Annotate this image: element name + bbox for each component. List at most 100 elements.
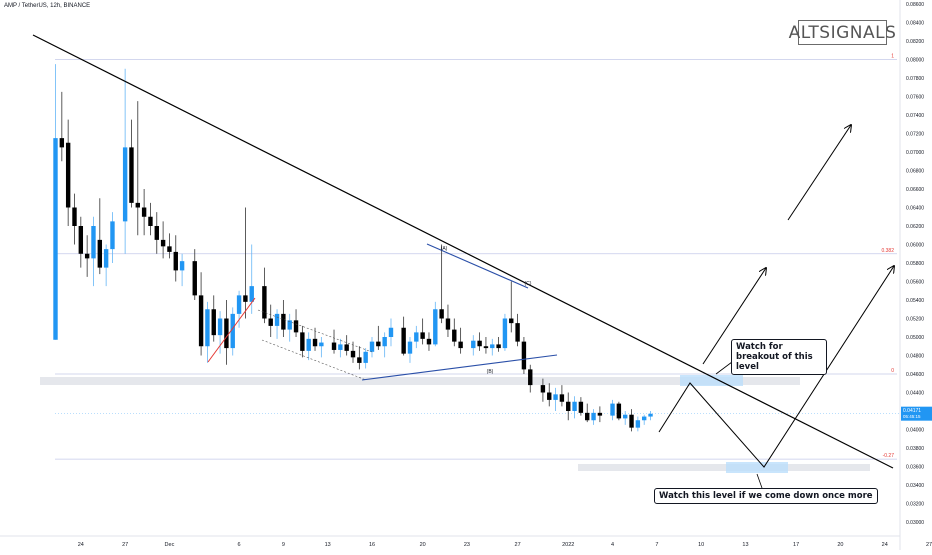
candle-body[interactable] — [578, 401, 584, 413]
candle-body[interactable] — [585, 412, 590, 421]
candle-body[interactable] — [122, 147, 128, 222]
candle-body[interactable] — [129, 147, 134, 203]
candle-body[interactable] — [559, 394, 565, 402]
candle-body[interactable] — [496, 344, 501, 349]
candle-body[interactable] — [414, 332, 419, 342]
candle-body[interactable] — [477, 340, 482, 347]
candle-body[interactable] — [78, 226, 84, 254]
candle-body[interactable] — [641, 416, 647, 421]
candle-body[interactable] — [597, 412, 603, 416]
candle-body[interactable] — [509, 318, 514, 324]
breakout-arrow[interactable] — [702, 268, 766, 365]
candle-body[interactable] — [458, 341, 463, 349]
candle-body[interactable] — [217, 318, 223, 336]
watch-level-note[interactable]: Watch this level if we come down once mo… — [654, 488, 878, 504]
candle-body[interactable] — [281, 313, 286, 330]
candle-body[interactable] — [293, 320, 299, 333]
candle-body[interactable] — [433, 309, 438, 345]
candle-body[interactable] — [376, 341, 381, 347]
candle-body[interactable] — [452, 329, 457, 342]
candle-body[interactable] — [97, 239, 103, 268]
candle-body[interactable] — [192, 261, 197, 296]
candle-body[interactable] — [363, 351, 368, 363]
candle-body[interactable] — [382, 337, 387, 347]
candle-body[interactable] — [471, 340, 476, 349]
candle-body[interactable] — [388, 327, 394, 337]
candle-body[interactable] — [407, 341, 413, 354]
candle-body[interactable] — [331, 342, 337, 350]
candle-body[interactable] — [306, 338, 311, 351]
candle-body[interactable] — [84, 253, 90, 259]
candle-body[interactable] — [53, 138, 58, 340]
candle-body[interactable] — [623, 414, 628, 419]
candle-body[interactable] — [268, 318, 273, 326]
candle-body[interactable] — [547, 392, 552, 400]
candle-body[interactable] — [59, 138, 65, 148]
candle-body[interactable] — [167, 246, 172, 252]
candle-body[interactable] — [648, 413, 653, 417]
candle-body[interactable] — [173, 251, 178, 271]
target-arrow[interactable] — [787, 125, 851, 221]
candle-body[interactable] — [135, 202, 140, 208]
candle-body[interactable] — [490, 344, 495, 349]
candle-body[interactable] — [230, 313, 235, 349]
support-zone — [578, 464, 870, 471]
candle-body[interactable] — [91, 226, 96, 259]
candle-body[interactable] — [141, 207, 147, 217]
candle-body[interactable] — [521, 341, 527, 370]
candle-body[interactable] — [249, 286, 254, 302]
candle-body[interactable] — [160, 239, 166, 247]
candle-body[interactable] — [445, 318, 451, 330]
wedge-upper[interactable] — [426, 243, 529, 289]
red-trendline[interactable] — [207, 297, 256, 363]
watch-note-connector — [756, 473, 763, 489]
candle-body[interactable] — [553, 394, 558, 400]
candle-body[interactable] — [72, 207, 77, 227]
candle-body[interactable] — [154, 226, 159, 240]
candle-body[interactable] — [274, 313, 280, 326]
candle-body[interactable] — [300, 332, 305, 351]
candle-body[interactable] — [401, 327, 406, 354]
candle-body[interactable] — [610, 403, 615, 416]
y-tick-label: 0.06200 — [906, 224, 924, 230]
candle-body[interactable] — [103, 249, 109, 268]
candle-body[interactable] — [515, 323, 520, 342]
candle-body[interactable] — [483, 346, 489, 349]
projection-path[interactable] — [658, 266, 894, 468]
candle-body[interactable] — [243, 295, 248, 302]
candle-body[interactable] — [566, 401, 571, 411]
candle-body[interactable] — [629, 414, 634, 428]
candle-body[interactable] — [369, 341, 375, 352]
candle-body[interactable] — [344, 344, 349, 351]
candle-body[interactable] — [148, 216, 153, 226]
candle-body[interactable] — [426, 338, 432, 345]
candle-body[interactable] — [528, 369, 533, 386]
candle-body[interactable] — [262, 286, 267, 319]
candle-body[interactable] — [616, 403, 622, 419]
candle-body[interactable] — [65, 142, 71, 208]
candle-body[interactable] — [287, 320, 292, 330]
candle-body[interactable] — [502, 318, 508, 349]
descending-trendline[interactable] — [32, 34, 894, 469]
candle-body[interactable] — [198, 295, 204, 347]
candle-body[interactable] — [236, 295, 242, 314]
candle-body[interactable] — [540, 385, 546, 393]
candle-body[interactable] — [224, 318, 229, 349]
candle-body[interactable] — [572, 401, 577, 411]
wedge-lower[interactable] — [361, 354, 558, 381]
candle-body[interactable] — [179, 261, 185, 271]
candle-body[interactable] — [357, 357, 362, 363]
candle-body[interactable] — [211, 309, 216, 336]
candle-body[interactable] — [319, 342, 324, 347]
candle-body[interactable] — [338, 344, 343, 350]
candle-body[interactable] — [635, 420, 641, 428]
candle-body[interactable] — [312, 338, 318, 347]
breakout-note[interactable]: Watch for breakout of this level — [731, 339, 827, 375]
candle-body[interactable] — [110, 221, 115, 250]
candle-body[interactable] — [420, 332, 425, 339]
candle-body[interactable] — [439, 309, 444, 319]
candle-body[interactable] — [591, 412, 596, 421]
candle-body[interactable] — [350, 350, 356, 358]
candle-body[interactable] — [205, 309, 210, 347]
